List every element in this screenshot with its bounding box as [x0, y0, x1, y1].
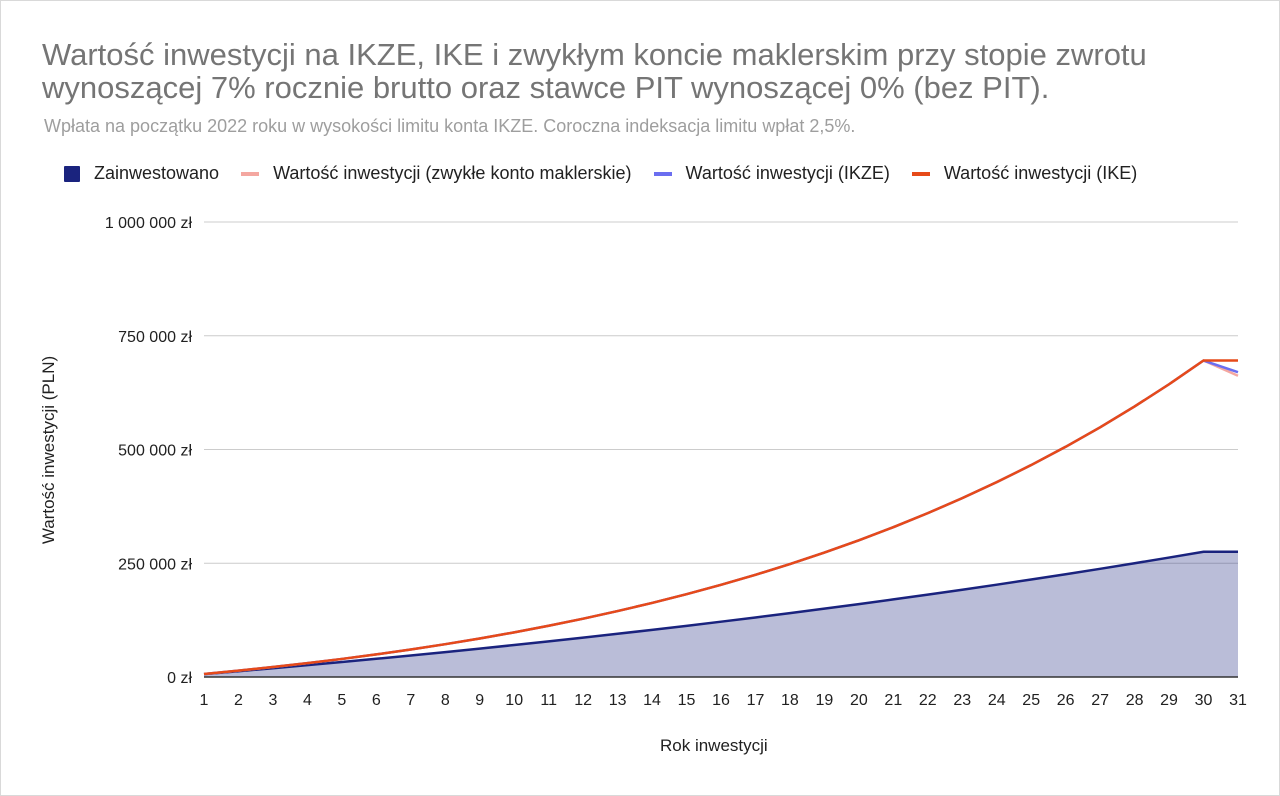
x-tick-label: 24 — [988, 692, 1006, 709]
x-tick-label: 20 — [850, 692, 868, 709]
x-tick-label: 18 — [781, 692, 799, 709]
legend-swatch-ike — [911, 171, 930, 176]
legend-swatch-brokerage — [241, 171, 260, 176]
y-tick-label: 1 000 000 zł — [105, 215, 193, 232]
x-tick-label: 13 — [609, 692, 627, 709]
series-line-invested — [203, 550, 1238, 676]
legend-swatch-invested — [64, 165, 80, 182]
series-area-invested — [204, 551, 1238, 677]
legend-label-ike: Wartość inwestycji (IKE) — [943, 163, 1138, 183]
x-tick-label: 1 — [200, 692, 209, 709]
chart-title: Wartość inwestycji na IKZE, IKE i zwykły… — [42, 37, 1147, 105]
x-tick-label: 27 — [1091, 692, 1109, 709]
y-tick-label: 750 000 zł — [118, 329, 192, 346]
chart-subtitle: Wpłata na początku 2022 roku w wysokości… — [44, 116, 856, 136]
x-axis-title: Rok inwestycji — [660, 736, 768, 755]
legend-item-ikze: Wartość inwestycji (IKZE) — [653, 163, 890, 184]
legend-item-invested: Zainwestowano — [64, 163, 219, 184]
x-tick-label: 2 — [234, 692, 243, 709]
x-tick-label: 6 — [372, 692, 381, 709]
x-tick-label: 11 — [540, 692, 557, 709]
x-tick-label: 9 — [475, 692, 484, 709]
x-tick-label: 29 — [1160, 692, 1178, 709]
x-tick-label: 28 — [1126, 692, 1144, 709]
legend-item-brokerage: Wartość inwestycji (zwykłe konto maklers… — [241, 163, 632, 184]
x-tick-label: 14 — [643, 692, 661, 709]
legend-label-invested: Zainwestowano — [94, 163, 220, 183]
x-tick-label: 10 — [505, 692, 523, 709]
chart-legend: Zainwestowano Wartość inwestycji (zwykłe… — [64, 163, 1159, 184]
legend-item-ike: Wartość inwestycji (IKE) — [911, 163, 1138, 184]
y-tick-label: 500 000 zł — [118, 443, 192, 460]
x-tick-label: 5 — [337, 692, 346, 709]
x-tick-label: 31 — [1229, 692, 1247, 709]
x-tick-label: 21 — [884, 692, 902, 709]
x-tick-label: 3 — [268, 692, 277, 709]
x-tick-label: 8 — [441, 692, 450, 709]
x-tick-label: 26 — [1057, 692, 1075, 709]
y-tick-label: 0 zł — [167, 670, 192, 687]
y-tick-label: 250 000 zł — [118, 556, 192, 573]
x-tick-label: 22 — [919, 692, 937, 709]
legend-label-ikze: Wartość inwestycji (IKZE) — [685, 163, 890, 183]
x-tick-label: 19 — [816, 692, 834, 709]
x-tick-label: 7 — [406, 692, 415, 709]
x-tick-label: 15 — [678, 692, 696, 709]
series-line-ike — [203, 359, 1238, 676]
x-tick-label: 30 — [1195, 692, 1213, 709]
x-tick-label: 4 — [303, 692, 312, 709]
legend-label-brokerage: Wartość inwestycji (zwykłe konto maklers… — [273, 163, 632, 183]
x-tick-label: 16 — [712, 692, 730, 709]
x-tick-label: 12 — [574, 692, 592, 709]
x-tick-label: 23 — [953, 692, 971, 709]
legend-swatch-ikze — [653, 171, 672, 176]
x-tick-label: 17 — [747, 692, 765, 709]
x-tick-label: 25 — [1022, 692, 1040, 709]
